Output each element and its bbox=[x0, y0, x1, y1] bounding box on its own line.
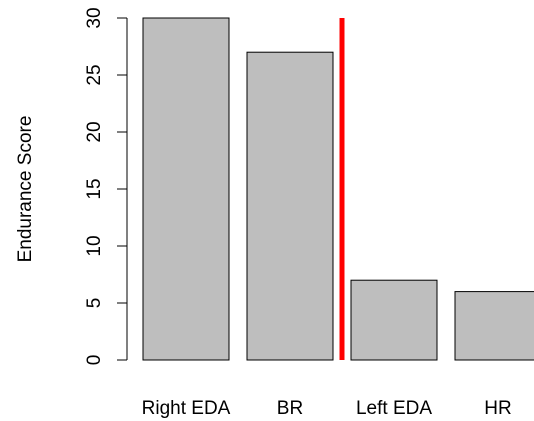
y-axis: 0 5 10 15 20 25 30 bbox=[84, 7, 128, 365]
y-axis-label: Endurance Score bbox=[15, 116, 36, 263]
bar bbox=[350, 279, 438, 361]
y-tick-label: 10 bbox=[84, 235, 105, 256]
y-tick-label: 30 bbox=[84, 7, 105, 28]
y-tick-label: 5 bbox=[84, 298, 105, 309]
x-tick-label: Left EDA bbox=[356, 398, 432, 419]
x-tick-label: Right EDA bbox=[142, 398, 231, 419]
bar bbox=[142, 17, 230, 361]
y-tick-label: 0 bbox=[84, 355, 105, 366]
x-tick-label: HR bbox=[484, 398, 511, 419]
y-tick-label: 20 bbox=[84, 121, 105, 142]
bar bbox=[454, 291, 534, 361]
y-tick-label: 25 bbox=[84, 64, 105, 85]
y-ticks: 0 5 10 15 20 25 30 bbox=[84, 7, 127, 365]
bar bbox=[246, 51, 334, 361]
x-tick-labels: Right EDA BR Left EDA HR bbox=[142, 398, 512, 419]
y-tick-label: 15 bbox=[84, 178, 105, 199]
x-tick-label: BR bbox=[277, 398, 303, 419]
bars bbox=[142, 17, 534, 361]
